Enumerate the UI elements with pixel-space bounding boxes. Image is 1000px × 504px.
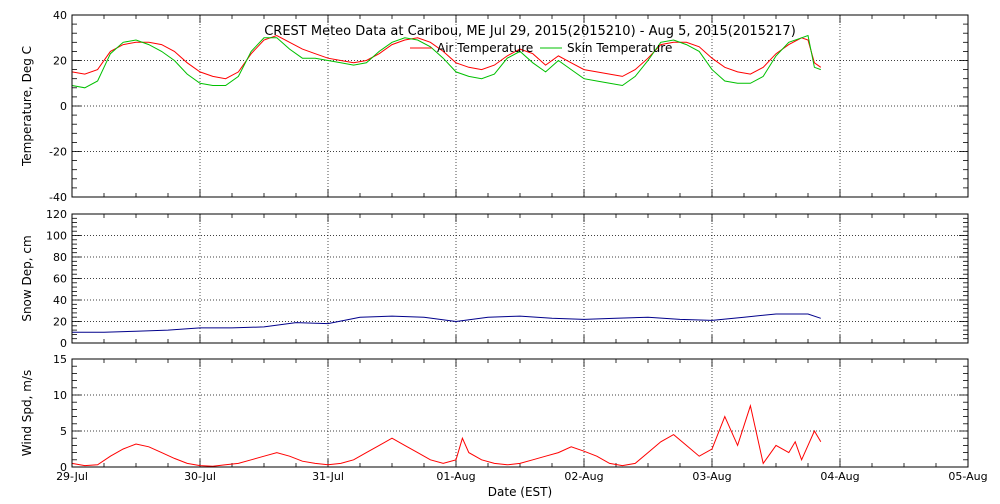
- x-tick-label: 01-Aug: [436, 470, 475, 483]
- x-tick-label: 03-Aug: [692, 470, 731, 483]
- y-axis-label: Temperature, Deg C: [20, 46, 34, 167]
- x-tick-label: 31-Jul: [312, 470, 344, 483]
- chart-title: CREST Meteo Data at Caribou, ME Jul 29, …: [264, 24, 796, 39]
- series-line-0-0: [71, 34, 822, 80]
- y-tick-label: 0: [60, 461, 67, 474]
- y-tick-label: 20: [53, 55, 67, 68]
- y-tick-label: 120: [46, 208, 67, 221]
- y-tick-label: 10: [53, 389, 67, 402]
- series-line-2-0: [71, 403, 822, 467]
- y-tick-label: -40: [49, 191, 67, 204]
- x-tick-label: 30-Jul: [184, 470, 216, 483]
- x-axis-label: Date (EST): [488, 485, 552, 499]
- y-tick-label: 5: [60, 425, 67, 438]
- x-tick-label: 04-Aug: [820, 470, 859, 483]
- y-tick-label: 15: [53, 353, 67, 366]
- y-tick-label: 0: [60, 337, 67, 350]
- y-tick-label: 40: [53, 294, 67, 307]
- y-axis-label: Wind Spd, m/s: [20, 370, 34, 456]
- x-tick-labels: 29-Jul 30-Jul 31-Jul 01-Aug 02-Aug 03-Aug 04-A…: [56, 470, 988, 483]
- x-tick-label: 29-Jul: [56, 470, 88, 483]
- x-tick-label: 05-Aug: [948, 470, 987, 483]
- panel-1: 0 20 40 60 80 100 120 Snow Dep, cm: [20, 208, 969, 350]
- y-tick-label: 60: [53, 273, 67, 286]
- x-tick-label: 02-Aug: [564, 470, 603, 483]
- legend-label: Air Temperature: [437, 41, 533, 55]
- y-tick-label: 40: [53, 9, 67, 22]
- series-line-0-1: [71, 34, 821, 89]
- panel-frame: [71, 358, 969, 468]
- y-tick-label: 100: [46, 230, 67, 243]
- panel-0: -40 -20 0 20 40 Temperature, Deg C Air Tempera…: [20, 9, 969, 204]
- panel-frame: [71, 14, 969, 198]
- y-tick-label: 80: [53, 251, 67, 264]
- panel-frame: [71, 213, 969, 344]
- y-axis-label: Snow Dep, cm: [20, 235, 34, 321]
- legend-label: Skin Temperature: [567, 41, 672, 55]
- panel-2: 0 5 10 15 Wind Spd, m/s: [20, 353, 969, 474]
- y-tick-label: -20: [49, 146, 67, 159]
- legend: Air Temperature Skin Temperature: [410, 41, 672, 55]
- y-tick-label: 20: [53, 316, 67, 329]
- series-line-1-0: [72, 313, 821, 333]
- y-tick-label: 0: [60, 100, 67, 113]
- panels: -40 -20 0 20 40 Temperature, Deg C Air Tempera…: [20, 9, 988, 483]
